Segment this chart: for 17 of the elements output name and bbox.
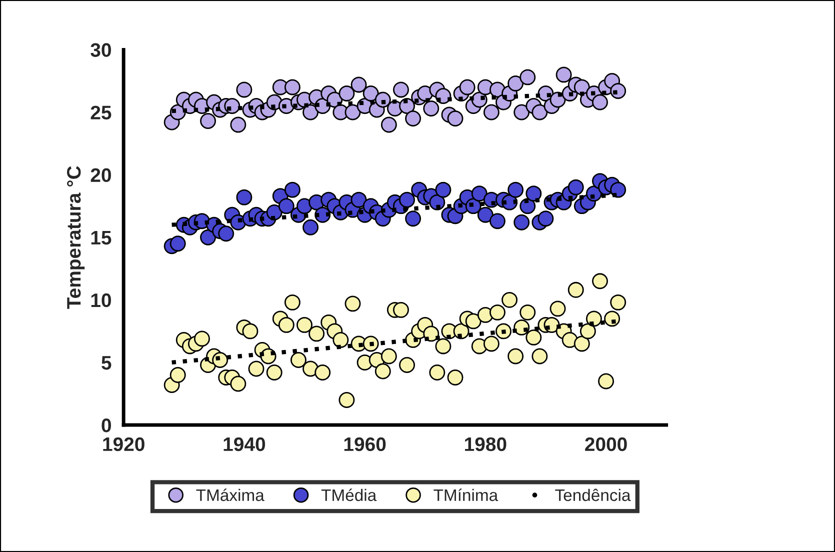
x-tick-label: 1960 — [344, 437, 386, 452]
x-tick-label: 2000 — [585, 437, 627, 452]
x-tick-label: 1940 — [224, 437, 266, 452]
legend-label: TMédia — [321, 488, 377, 502]
y-tick-label: 0 — [102, 418, 111, 432]
legend-label: Tendência — [555, 488, 631, 502]
x-tick-label: 1980 — [465, 437, 506, 452]
legend-label: TMínima — [434, 488, 498, 502]
legend-label: TMáxima — [196, 488, 264, 502]
y-tick-label: 10 — [91, 293, 111, 308]
y-axis-title: Temperatura °C — [66, 166, 85, 309]
y-tick-label: 30 — [90, 43, 111, 57]
y-tick-label: 5 — [102, 356, 112, 370]
y-tick-label: 25 — [90, 106, 112, 120]
y-tick-label: 20 — [90, 168, 111, 182]
y-tick-label: 15 — [91, 231, 112, 245]
x-tick-label: 1920 — [103, 437, 144, 452]
